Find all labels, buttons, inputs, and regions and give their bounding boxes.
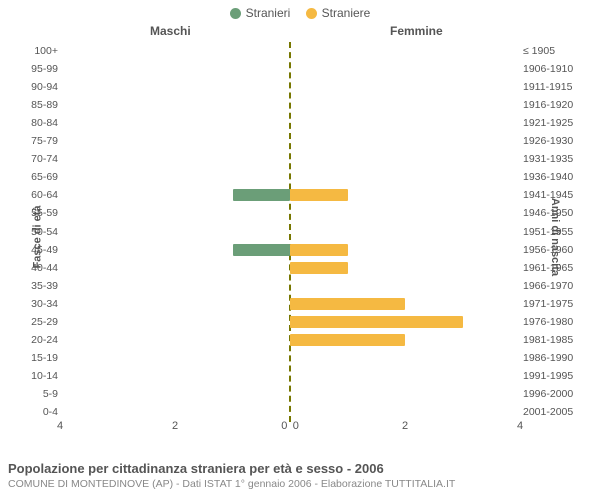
- y-tick-age: 0-4: [22, 407, 58, 418]
- legend: Stranieri Straniere: [0, 0, 600, 24]
- chart-area: Fasce di età Anni di nascita 100+95-9990…: [0, 42, 600, 432]
- y-tick-birth: 1991-1995: [523, 371, 578, 382]
- bar-row: [60, 261, 520, 275]
- y-ticks-right: ≤ 1905 1906-1910 1911-1915 1916-1920 1921-19…: [523, 42, 578, 422]
- y-tick-age: 50-54: [22, 226, 58, 237]
- y-tick-birth: 1976-1980: [523, 317, 578, 328]
- y-tick-birth: 2001-2005: [523, 407, 578, 418]
- y-tick-birth: 1936-1940: [523, 172, 578, 183]
- legend-label-female: Straniere: [322, 6, 371, 20]
- bar-row: [60, 279, 520, 293]
- y-tick-birth: 1961-1965: [523, 262, 578, 273]
- y-tick-age: 70-74: [22, 154, 58, 165]
- y-tick-birth: 1951-1955: [523, 226, 578, 237]
- y-tick-birth: 1906-1910: [523, 63, 578, 74]
- x-tick: 2: [172, 420, 178, 432]
- y-tick-age: 20-24: [22, 335, 58, 346]
- bar-row: [60, 80, 520, 94]
- bar-female: [290, 244, 348, 256]
- y-tick-age: 35-39: [22, 281, 58, 292]
- y-tick-age: 95-99: [22, 63, 58, 74]
- y-tick-age: 75-79: [22, 136, 58, 147]
- x-tick: 4: [517, 420, 523, 432]
- y-tick-birth: 1981-1985: [523, 335, 578, 346]
- y-tick-age: 45-49: [22, 244, 58, 255]
- y-tick-age: 10-14: [22, 371, 58, 382]
- legend-item-female: Straniere: [306, 6, 371, 20]
- column-headers: Maschi Femmine: [0, 24, 600, 42]
- y-tick-age: 40-44: [22, 262, 58, 273]
- bar-row: [60, 170, 520, 184]
- y-tick-birth: 1946-1950: [523, 208, 578, 219]
- bar-female: [290, 189, 348, 201]
- legend-swatch-male: [230, 8, 241, 19]
- bar-row: [60, 98, 520, 112]
- chart-title: Popolazione per cittadinanza straniera p…: [8, 461, 592, 476]
- bar-row: [60, 116, 520, 130]
- bar-row: [60, 152, 520, 166]
- chart-footer: Popolazione per cittadinanza straniera p…: [8, 461, 592, 490]
- legend-label-male: Stranieri: [246, 6, 291, 20]
- y-tick-age: 25-29: [22, 317, 58, 328]
- y-tick-birth: 1996-2000: [523, 389, 578, 400]
- bar-row: [60, 387, 520, 401]
- y-tick-age: 15-19: [22, 353, 58, 364]
- bar-row: [60, 297, 520, 311]
- y-tick-age: 30-34: [22, 299, 58, 310]
- y-tick-birth: 1921-1925: [523, 118, 578, 129]
- bar-female: [290, 334, 405, 346]
- y-tick-birth: 1931-1935: [523, 154, 578, 165]
- y-tick-birth: 1986-1990: [523, 353, 578, 364]
- bar-row: [60, 188, 520, 202]
- bar-row: [60, 369, 520, 383]
- legend-swatch-female: [306, 8, 317, 19]
- y-tick-birth: 1911-1915: [523, 81, 578, 92]
- y-tick-birth: 1926-1930: [523, 136, 578, 147]
- x-tick: 4: [57, 420, 63, 432]
- bar-male: [233, 244, 291, 256]
- header-female: Femmine: [390, 24, 443, 38]
- y-tick-age: 55-59: [22, 208, 58, 219]
- x-tick: 0: [281, 420, 287, 432]
- bar-female: [290, 262, 348, 274]
- bar-row: [60, 315, 520, 329]
- y-ticks-left: 100+ 95-99 90-94 85-89 80-84 75-79 70-74 65-69 6…: [22, 42, 58, 422]
- x-tick: 2: [402, 420, 408, 432]
- bar-row: [60, 62, 520, 76]
- legend-item-male: Stranieri: [230, 6, 291, 20]
- x-tick: 0: [293, 420, 299, 432]
- y-tick-birth: 1971-1975: [523, 299, 578, 310]
- bar-male: [233, 189, 291, 201]
- bar-row: [60, 351, 520, 365]
- bar-row: [60, 225, 520, 239]
- y-tick-age: 5-9: [22, 389, 58, 400]
- bar-row: [60, 134, 520, 148]
- y-tick-birth: 1916-1920: [523, 100, 578, 111]
- y-tick-age: 90-94: [22, 81, 58, 92]
- bar-row: [60, 206, 520, 220]
- y-tick-birth: 1966-1970: [523, 281, 578, 292]
- bar-row: [60, 44, 520, 58]
- y-tick-age: 80-84: [22, 118, 58, 129]
- y-tick-birth: ≤ 1905: [523, 45, 578, 56]
- y-tick-birth: 1941-1945: [523, 190, 578, 201]
- bar-row: [60, 405, 520, 419]
- chart-subtitle: COMUNE DI MONTEDINOVE (AP) - Dati ISTAT …: [8, 478, 592, 490]
- bar-row: [60, 243, 520, 257]
- bar-female: [290, 298, 405, 310]
- x-ticks: 4 2 00 2 4: [60, 420, 520, 434]
- y-tick-age: 100+: [22, 45, 58, 56]
- bar-row: [60, 333, 520, 347]
- y-tick-age: 65-69: [22, 172, 58, 183]
- plot-area: [60, 42, 520, 422]
- y-tick-age: 60-64: [22, 190, 58, 201]
- header-male: Maschi: [150, 24, 191, 38]
- y-tick-birth: 1956-1960: [523, 244, 578, 255]
- y-tick-age: 85-89: [22, 100, 58, 111]
- bar-female: [290, 316, 463, 328]
